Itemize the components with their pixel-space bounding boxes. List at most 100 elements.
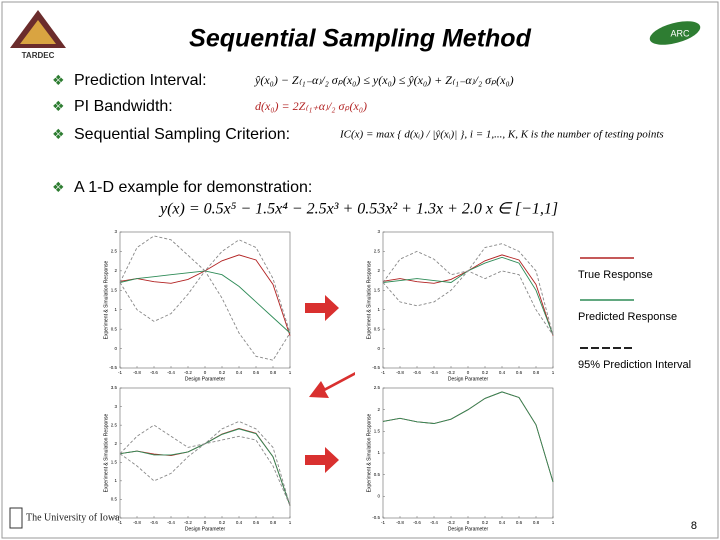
- y-tick-label: 2.5: [374, 385, 381, 390]
- x-tick-label: -0.2: [447, 370, 455, 375]
- y-axis-label: Experiment & Simulation Response: [366, 413, 372, 492]
- x-tick-label: 0.2: [482, 520, 489, 525]
- y-axis-label: Experiment & Simulation Response: [103, 413, 109, 492]
- x-tick-label: 1: [552, 370, 555, 375]
- y-tick-label: 1: [114, 307, 117, 312]
- university-seal: [9, 507, 23, 529]
- y-tick-label: 2.5: [374, 249, 381, 254]
- equation: y(x) = 0.5x⁵ − 1.5x⁴ − 2.5x³ + 0.53x² + …: [158, 201, 558, 218]
- x-tick-label: 0.6: [253, 520, 260, 525]
- x-tick-label: -0.6: [150, 520, 158, 525]
- x-tick-label: 0.2: [219, 520, 226, 525]
- x-tick-label: 0.4: [236, 370, 243, 375]
- x-tick-label: -0.8: [133, 520, 141, 525]
- logo-left-inner: [20, 20, 56, 44]
- x-tick-label: 0: [467, 520, 470, 525]
- bullet-icon: ❖: [52, 180, 65, 196]
- y-tick-label: 0.5: [111, 326, 118, 331]
- x-tick-label: -0.2: [184, 370, 192, 375]
- y-tick-label: 2: [114, 441, 117, 446]
- equation: d(x₀) = 2Z₍₁₊α₎/₂ σₚ(x₀): [255, 99, 367, 113]
- y-tick-label: 0: [377, 346, 380, 351]
- y-tick-label: 1.5: [374, 287, 381, 292]
- y-tick-label: 2: [114, 268, 117, 273]
- x-tick-label: 0.8: [533, 520, 540, 525]
- bullet-text: Sequential Sampling Criterion:: [74, 126, 290, 143]
- logo-left-text: TARDEC: [22, 51, 55, 60]
- arrow: [309, 372, 355, 398]
- y-tick-label: 2: [377, 407, 380, 412]
- y-tick-label: 0: [114, 515, 117, 520]
- x-tick-label: 0.2: [219, 370, 226, 375]
- y-tick-label: 3: [377, 229, 380, 234]
- x-tick-label: -0.4: [430, 520, 438, 525]
- series-line: [119, 235, 291, 334]
- x-tick-label: -0.4: [167, 370, 175, 375]
- x-tick-label: -0.6: [413, 370, 421, 375]
- x-axis-label: Design Parameter: [185, 376, 226, 382]
- x-tick-label: -0.8: [396, 370, 404, 375]
- x-tick-label: 0.8: [533, 370, 540, 375]
- x-tick-label: -1: [118, 520, 122, 525]
- x-tick-label: -0.2: [184, 520, 192, 525]
- y-tick-label: 1.5: [111, 459, 118, 464]
- x-tick-label: 1: [289, 370, 292, 375]
- y-tick-label: 3: [114, 404, 117, 409]
- y-tick-label: -0.5: [372, 515, 380, 520]
- y-tick-label: 2.5: [111, 422, 118, 427]
- x-tick-label: 1: [289, 520, 292, 525]
- y-tick-label: 2: [377, 268, 380, 273]
- bullet-icon: ❖: [52, 99, 65, 115]
- x-tick-label: -1: [381, 370, 385, 375]
- x-tick-label: 0.8: [270, 370, 277, 375]
- series-line: [382, 391, 554, 483]
- x-axis-label: Design Parameter: [448, 376, 489, 382]
- x-tick-label: 1: [552, 520, 555, 525]
- x-tick-label: 0.2: [482, 370, 489, 375]
- equation: ŷ(x₀) − Z₍₁₋α₎/₂ σₚ(x₀) ≤ y(x₀) ≤ ŷ(x₀) …: [254, 73, 514, 87]
- x-tick-label: -0.6: [150, 370, 158, 375]
- bullet-text: PI Bandwidth:: [74, 98, 173, 115]
- x-tick-label: 0.4: [499, 370, 506, 375]
- legend-label: Predicted Response: [578, 311, 677, 323]
- y-axis-label: Experiment & Simulation Response: [366, 260, 372, 339]
- y-tick-label: 0: [377, 494, 380, 499]
- series-line: [382, 270, 554, 336]
- x-tick-label: 0.6: [253, 370, 260, 375]
- x-tick-label: -0.4: [167, 520, 175, 525]
- bullet-list: ❖ Prediction Interval: ŷ(x₀) − Z₍₁₋α₎/₂ σₚ…: [52, 72, 664, 217]
- x-tick-label: -0.8: [396, 520, 404, 525]
- x-tick-label: -0.8: [133, 370, 141, 375]
- y-tick-label: 0: [114, 346, 117, 351]
- plot-area: [382, 231, 554, 369]
- y-tick-label: 3.5: [111, 385, 118, 390]
- equation: IC(x) = max { d(xᵢ) / |ŷ(xᵢ)| }, i = 1,.…: [339, 129, 664, 141]
- slide-title: Sequential Sampling Method: [189, 25, 531, 53]
- arrow: [305, 447, 339, 473]
- x-tick-label: -1: [118, 370, 122, 375]
- x-tick-label: -1: [381, 520, 385, 525]
- page-number: 8: [691, 520, 697, 532]
- y-tick-label: 0.5: [111, 497, 118, 502]
- x-axis-label: Design Parameter: [185, 526, 226, 532]
- x-tick-label: 0.4: [236, 520, 243, 525]
- y-tick-label: 0.5: [374, 326, 381, 331]
- x-tick-label: 0: [467, 370, 470, 375]
- charts: -0.5 0 0.5 1 1.5 2 2.5 3 -1 -0.8 -0.6 -0.4 -0.2 0 0.2 0…: [103, 229, 554, 532]
- bullet-text: A 1-D example for demonstration:: [74, 179, 312, 196]
- y-tick-label: 2.5: [111, 249, 118, 254]
- logo-right-text: ARC: [670, 28, 690, 38]
- y-tick-label: 1.5: [111, 287, 118, 292]
- y-tick-label: 1: [377, 307, 380, 312]
- plot-area: [119, 231, 291, 369]
- x-tick-label: 0: [204, 370, 207, 375]
- x-tick-label: 0.6: [516, 370, 523, 375]
- bullet-icon: ❖: [52, 127, 65, 143]
- x-tick-label: 0.8: [270, 520, 277, 525]
- y-tick-label: -0.5: [109, 365, 117, 370]
- series-line: [119, 435, 291, 506]
- x-tick-label: -0.2: [447, 520, 455, 525]
- legend-label: 95% Prediction Interval: [578, 359, 691, 371]
- logo-right-shape: [649, 21, 701, 45]
